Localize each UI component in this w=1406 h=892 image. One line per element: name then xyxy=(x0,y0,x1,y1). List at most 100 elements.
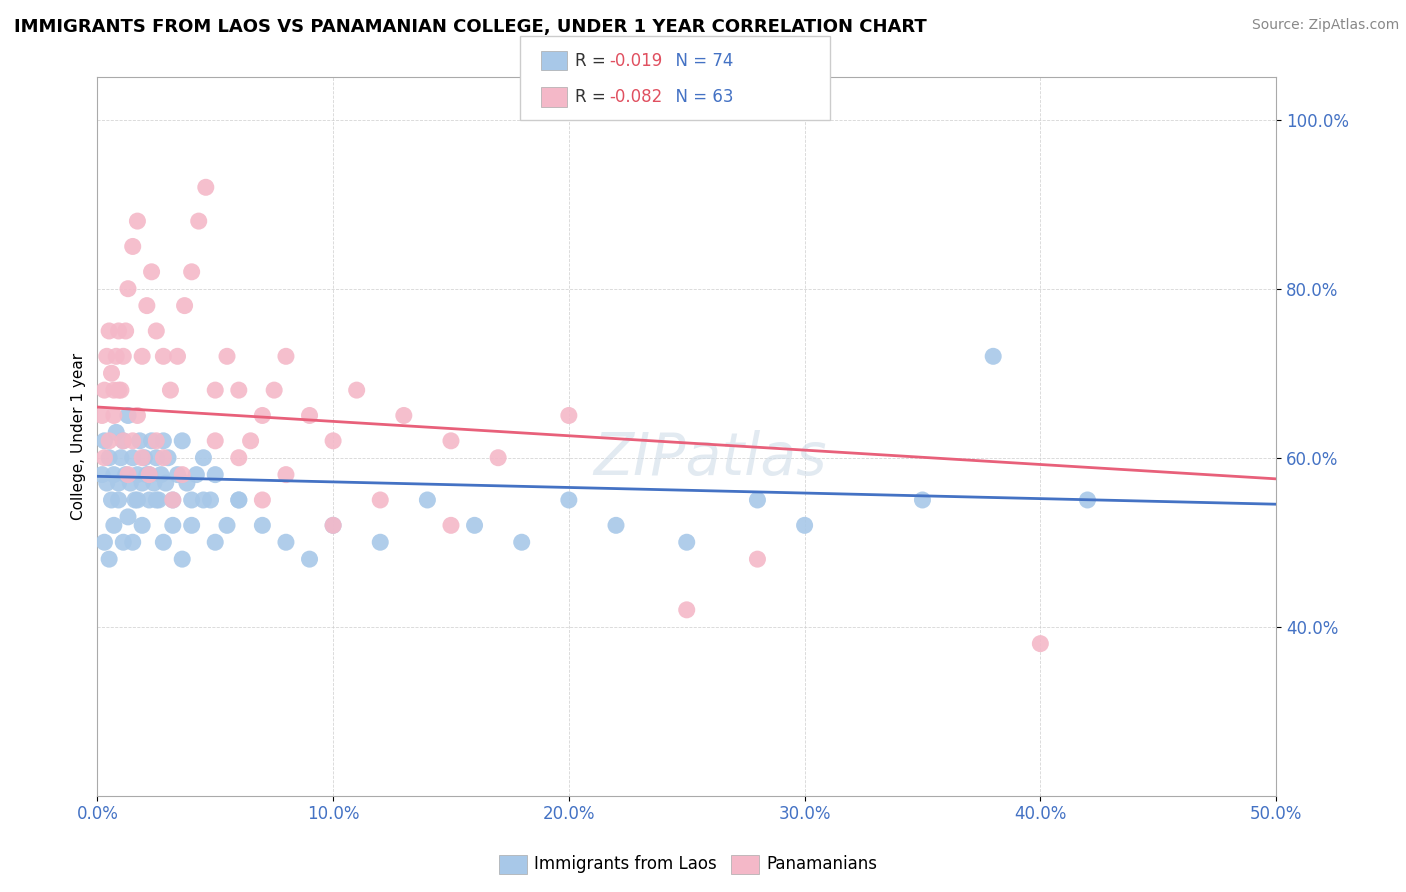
Point xyxy=(121,535,143,549)
Point xyxy=(166,349,188,363)
Point xyxy=(298,409,321,423)
Point xyxy=(107,324,129,338)
Point xyxy=(135,467,157,482)
Point xyxy=(204,383,226,397)
Point xyxy=(252,518,274,533)
Point xyxy=(150,467,173,482)
Point xyxy=(142,476,165,491)
Text: ZIPatlas: ZIPatlas xyxy=(593,430,827,487)
Point xyxy=(172,467,194,482)
Point xyxy=(157,450,180,465)
Text: N = 63: N = 63 xyxy=(665,88,734,106)
Point xyxy=(675,535,697,549)
Point xyxy=(107,493,129,508)
Point xyxy=(117,509,139,524)
Point xyxy=(127,467,149,482)
Point xyxy=(228,493,250,508)
Point xyxy=(416,493,439,508)
Point xyxy=(100,366,122,380)
Point xyxy=(112,434,135,448)
Point xyxy=(204,467,226,482)
Point xyxy=(114,324,136,338)
Point xyxy=(274,349,297,363)
Point xyxy=(558,493,581,508)
Point xyxy=(176,476,198,491)
Point xyxy=(440,434,463,448)
Point xyxy=(114,467,136,482)
Y-axis label: College, Under 1 year: College, Under 1 year xyxy=(72,353,86,520)
Point xyxy=(558,409,581,423)
Point xyxy=(981,349,1004,363)
Point xyxy=(180,518,202,533)
Point xyxy=(1029,637,1052,651)
Text: N = 74: N = 74 xyxy=(665,52,734,70)
Point xyxy=(127,493,149,508)
Point xyxy=(200,493,222,508)
Point xyxy=(180,493,202,508)
Point xyxy=(228,383,250,397)
Point xyxy=(911,493,934,508)
Point xyxy=(346,383,368,397)
Point xyxy=(103,409,125,423)
Point xyxy=(112,349,135,363)
Point xyxy=(263,383,285,397)
Point xyxy=(204,535,226,549)
Point xyxy=(152,535,174,549)
Point xyxy=(747,493,769,508)
Point xyxy=(193,493,215,508)
Point xyxy=(322,434,344,448)
Point xyxy=(152,450,174,465)
Point xyxy=(141,434,163,448)
Point xyxy=(98,434,121,448)
Point xyxy=(322,518,344,533)
Point xyxy=(159,383,181,397)
Point xyxy=(510,535,533,549)
Point xyxy=(121,450,143,465)
Point xyxy=(120,476,142,491)
Point xyxy=(121,239,143,253)
Point xyxy=(162,518,184,533)
Point xyxy=(127,214,149,228)
Point xyxy=(138,467,160,482)
Point xyxy=(131,450,153,465)
Point xyxy=(141,265,163,279)
Point xyxy=(186,467,208,482)
Point xyxy=(96,349,118,363)
Point xyxy=(98,450,121,465)
Point xyxy=(93,535,115,549)
Point xyxy=(145,324,167,338)
Point xyxy=(793,518,815,533)
Point xyxy=(180,265,202,279)
Point xyxy=(135,299,157,313)
Text: R =: R = xyxy=(575,88,612,106)
Point xyxy=(605,518,627,533)
Point xyxy=(1076,493,1098,508)
Point xyxy=(486,450,509,465)
Point xyxy=(98,324,121,338)
Point xyxy=(107,383,129,397)
Point xyxy=(117,409,139,423)
Point xyxy=(368,535,391,549)
Point xyxy=(112,535,135,549)
Point xyxy=(166,467,188,482)
Point xyxy=(145,450,167,465)
Point xyxy=(172,434,194,448)
Point xyxy=(392,409,415,423)
Point xyxy=(193,450,215,465)
Point xyxy=(103,383,125,397)
Point xyxy=(117,467,139,482)
Point xyxy=(105,349,128,363)
Point xyxy=(675,603,697,617)
Point xyxy=(134,450,156,465)
Point xyxy=(298,552,321,566)
Point xyxy=(194,180,217,194)
Point xyxy=(252,409,274,423)
Point xyxy=(145,434,167,448)
Point xyxy=(100,493,122,508)
Point xyxy=(138,493,160,508)
Point xyxy=(98,552,121,566)
Point xyxy=(152,434,174,448)
Point xyxy=(138,467,160,482)
Point xyxy=(148,493,170,508)
Point xyxy=(93,383,115,397)
